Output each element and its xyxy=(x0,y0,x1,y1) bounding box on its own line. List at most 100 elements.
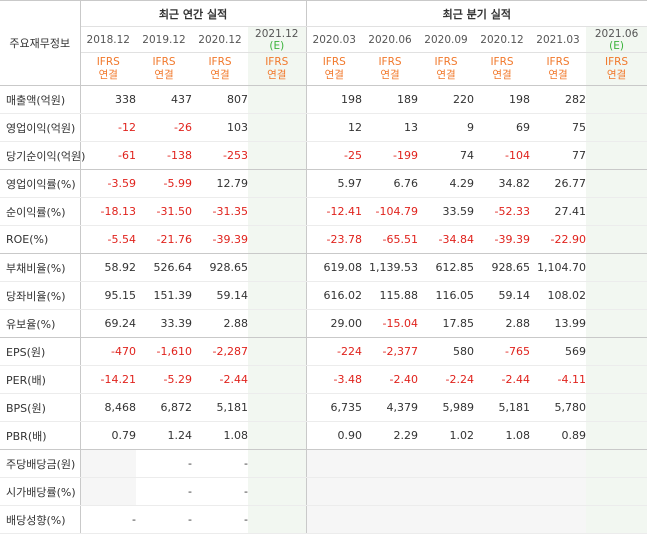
value-cell: -5.29 xyxy=(136,365,192,394)
value-cell: -14.21 xyxy=(80,365,136,394)
value-cell xyxy=(530,505,587,534)
table-row: 당좌비율(%) 95.15 151.39 59.14 616.02 115.88 116.0… xyxy=(0,281,648,310)
value-cell xyxy=(586,169,648,198)
value-cell: 338 xyxy=(80,85,136,114)
row-label: 부채비율(%) xyxy=(0,253,81,282)
value-cell: -61 xyxy=(80,141,136,170)
value-cell xyxy=(586,309,648,338)
value-cell: -199 xyxy=(362,141,419,170)
value-cell: 0.89 xyxy=(530,421,587,450)
value-cell: -15.04 xyxy=(362,309,419,338)
value-cell: -2.44 xyxy=(474,365,531,394)
period-header: 2018.12 xyxy=(80,26,136,53)
value-cell: - xyxy=(136,449,192,478)
value-cell: 151.39 xyxy=(136,281,192,310)
value-cell xyxy=(474,477,531,506)
value-cell: 4.29 xyxy=(418,169,475,198)
value-cell xyxy=(586,393,648,422)
value-cell xyxy=(306,505,363,534)
value-cell xyxy=(248,505,307,534)
value-cell xyxy=(248,281,307,310)
value-cell: -25 xyxy=(306,141,363,170)
value-cell xyxy=(80,449,136,478)
value-cell xyxy=(418,449,475,478)
value-cell: -3.48 xyxy=(306,365,363,394)
value-cell xyxy=(248,477,307,506)
value-cell: 619.08 xyxy=(306,253,363,282)
table-row: 영업이익률(%) -3.59 -5.99 12.79 5.97 6.76 4.29 34.82… xyxy=(0,169,648,198)
row-label: 배당성향(%) xyxy=(0,505,81,534)
row-label: 매출액(억원) xyxy=(0,85,81,114)
period-header: 2021.03 xyxy=(530,26,587,53)
table-row: 매출액(억원) 338 437 807 198 189 220 198 282 xyxy=(0,85,648,114)
value-cell: 569 xyxy=(530,337,587,366)
value-cell xyxy=(586,281,648,310)
value-cell: -31.50 xyxy=(136,197,192,226)
value-cell xyxy=(306,477,363,506)
value-cell: -12.41 xyxy=(306,197,363,226)
value-cell xyxy=(530,449,587,478)
value-cell: -5.99 xyxy=(136,169,192,198)
value-cell: - xyxy=(192,477,248,506)
value-cell: 69 xyxy=(474,113,531,142)
value-cell xyxy=(248,365,307,394)
value-cell xyxy=(530,477,587,506)
basis-label: IFRS 연결 xyxy=(248,52,307,86)
value-cell: 17.85 xyxy=(418,309,475,338)
value-cell xyxy=(248,113,307,142)
row-label: PER(배) xyxy=(0,365,81,394)
group-header-row: 주요재무정보 최근 연간 실적 최근 분기 실적 xyxy=(0,0,648,86)
table-row: 주당배당금(원) - - xyxy=(0,449,648,478)
value-cell: 189 xyxy=(362,85,419,114)
value-cell: 103 xyxy=(192,113,248,142)
value-cell: 928.65 xyxy=(192,253,248,282)
row-label: 영업이익률(%) xyxy=(0,169,81,198)
value-cell: -34.84 xyxy=(418,225,475,254)
period-header-estimate: 2021.12 (E) xyxy=(248,26,307,53)
value-cell: 13.99 xyxy=(530,309,587,338)
period-header: 2020.03 xyxy=(306,26,363,53)
value-cell: 34.82 xyxy=(474,169,531,198)
value-cell xyxy=(248,449,307,478)
value-cell: 9 xyxy=(418,113,475,142)
value-cell: 1,139.53 xyxy=(362,253,419,282)
period-header: 2020.06 xyxy=(362,26,419,53)
value-cell xyxy=(248,253,307,282)
value-cell: -138 xyxy=(136,141,192,170)
value-cell xyxy=(586,253,648,282)
value-cell: -253 xyxy=(192,141,248,170)
estimate-tag: (E) xyxy=(269,39,285,52)
basis-label: IFRS 연결 xyxy=(192,52,248,86)
value-cell: 5,181 xyxy=(474,393,531,422)
value-cell: 69.24 xyxy=(80,309,136,338)
basis-label: IFRS 연결 xyxy=(474,52,531,86)
value-cell: 6.76 xyxy=(362,169,419,198)
basis-label: IFRS 연결 xyxy=(586,52,648,86)
basis-label: IFRS 연결 xyxy=(418,52,475,86)
value-cell: 13 xyxy=(362,113,419,142)
value-cell xyxy=(248,141,307,170)
value-cell xyxy=(248,309,307,338)
basis-label: IFRS 연결 xyxy=(306,52,363,86)
value-cell: -52.33 xyxy=(474,197,531,226)
table-row: 당기순이익(억원) -61 -138 -253 -25 -199 74 -104 77 xyxy=(0,141,648,170)
value-cell: -12 xyxy=(80,113,136,142)
value-cell: -3.59 xyxy=(80,169,136,198)
value-cell: 807 xyxy=(192,85,248,114)
value-cell: -104.79 xyxy=(362,197,419,226)
value-cell: 108.02 xyxy=(530,281,587,310)
value-cell: -31.35 xyxy=(192,197,248,226)
value-cell xyxy=(586,113,648,142)
value-cell: - xyxy=(80,505,136,534)
value-cell xyxy=(586,365,648,394)
value-cell xyxy=(474,449,531,478)
value-cell: -1,610 xyxy=(136,337,192,366)
value-cell: 526.64 xyxy=(136,253,192,282)
value-cell: -18.13 xyxy=(80,197,136,226)
value-cell: 6,872 xyxy=(136,393,192,422)
financial-rows: 매출액(억원) 338 437 807 198 189 220 198 282 영업이익(억원) -… xyxy=(0,85,648,534)
value-cell: 1.08 xyxy=(192,421,248,450)
value-cell: - xyxy=(192,505,248,534)
value-cell: 612.85 xyxy=(418,253,475,282)
